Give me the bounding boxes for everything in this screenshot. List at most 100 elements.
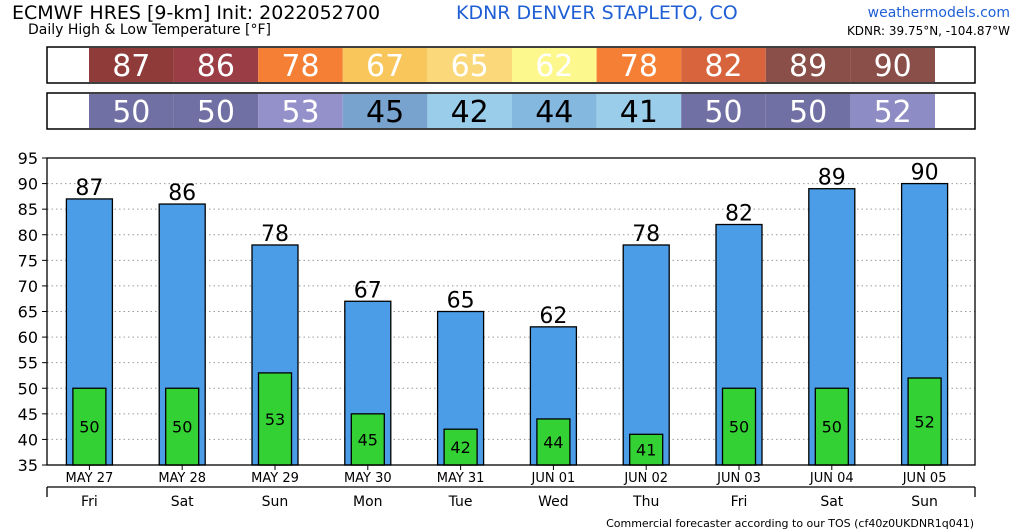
x-weekday-label: Fri	[731, 494, 748, 510]
high-bar-label: 67	[354, 278, 382, 303]
low-table-cell	[427, 94, 512, 128]
high-table-value: 62	[535, 49, 573, 84]
high-table-value: 90	[874, 49, 912, 84]
low-bar-label: 45	[358, 430, 378, 449]
y-tick-label: 55	[18, 354, 38, 373]
x-weekday-label: Wed	[538, 494, 569, 510]
high-bar-label: 78	[261, 222, 289, 247]
low-bar	[536, 418, 571, 466]
low-bar	[721, 387, 757, 466]
chart-subtitle: Daily High & Low Temperature [°F]	[28, 22, 271, 38]
low-table-value: 52	[874, 95, 912, 130]
y-tick-label: 85	[18, 200, 38, 219]
low-table-value: 42	[451, 95, 489, 130]
x-weekday-label: Sun	[911, 494, 938, 510]
low-bar-label: 53	[265, 410, 285, 429]
low-table-cell	[850, 94, 935, 128]
x-date-label: JUN 05	[902, 471, 947, 486]
low-table-cell	[765, 94, 851, 128]
y-tick-label: 60	[18, 328, 38, 347]
high-table-value: 78	[620, 49, 658, 84]
chart-title: ECMWF HRES [9-km] Init: 2022052700	[12, 2, 381, 24]
high-bar	[622, 244, 670, 466]
temperature-tables: 87 86 78 67 65 62 78 82 89 90 50 50 53 45 42 44 41 50 50 52	[46, 46, 976, 130]
x-weekday-label: Sat	[171, 494, 194, 510]
y-tick-label: 75	[18, 251, 38, 270]
low-table-cell	[342, 94, 428, 128]
x-date-label: JUN 01	[531, 471, 576, 486]
low-bar-label: 50	[822, 418, 842, 437]
high-table-cell	[512, 48, 597, 82]
low-bar-label: 50	[729, 418, 749, 437]
high-table-value: 86	[197, 49, 235, 84]
y-tick-label: 35	[18, 456, 38, 475]
low-table-value: 50	[789, 95, 827, 130]
high-bar-label: 87	[75, 176, 103, 201]
low-table-value: 41	[620, 95, 658, 130]
high-bar-label: 82	[725, 202, 753, 227]
high-bar-label: 89	[818, 166, 846, 191]
high-bar-label: 90	[911, 161, 939, 186]
high-table-cell	[173, 48, 259, 82]
y-tick-label: 95	[18, 149, 38, 168]
x-weekday-label: Fri	[81, 494, 98, 510]
low-bar	[165, 387, 200, 466]
high-bar-label: 62	[539, 304, 567, 329]
low-table-value: 50	[197, 95, 235, 130]
high-table-cell	[258, 48, 343, 82]
plot-frame	[46, 157, 976, 466]
y-tick-label: 80	[18, 226, 38, 245]
high-table-value: 87	[112, 49, 150, 84]
station-name: KDNR DENVER STAPLETO, CO	[456, 2, 738, 24]
high-table-value: 89	[789, 49, 827, 84]
low-table-cell	[89, 94, 174, 128]
x-date-label: MAY 29	[251, 471, 299, 486]
high-table-cell	[596, 48, 682, 82]
low-table-cell	[512, 94, 597, 128]
high-bar-label: 65	[447, 289, 475, 314]
x-date-label: JUN 04	[809, 471, 854, 486]
low-table-cell	[596, 94, 682, 128]
x-date-label: JUN 02	[623, 471, 668, 486]
low-table-value: 50	[112, 95, 150, 130]
low-bar-label: 44	[543, 433, 563, 452]
high-table-cell	[765, 48, 851, 82]
high-bar-label: 78	[632, 222, 660, 247]
high-table-cell	[681, 48, 766, 82]
footer-note: Commercial forecaster according to our T…	[606, 517, 974, 530]
high-table-cell	[427, 48, 512, 82]
high-table-cell	[342, 48, 428, 82]
low-table-value: 44	[535, 95, 573, 130]
x-date-label: MAY 28	[158, 471, 206, 486]
low-bar-label: 41	[636, 441, 656, 460]
low-bar-label: 50	[79, 418, 99, 437]
low-bar-label: 52	[914, 413, 934, 432]
low-bar-label: 50	[172, 418, 192, 437]
station-coordinates: KDNR: 39.75°N, -104.87°W	[846, 24, 1010, 38]
y-tick-label: 90	[18, 175, 38, 194]
x-weekday-label: Thu	[632, 494, 659, 510]
low-table-value: 50	[704, 95, 742, 130]
low-table-cell	[258, 94, 343, 128]
x-weekday-label: Sun	[262, 494, 289, 510]
high-table-value: 67	[366, 49, 404, 84]
low-table-cell	[173, 94, 259, 128]
high-bar-label: 86	[168, 181, 196, 206]
bar-plot: 35 40 45 50 55 60 65 70 75 80 85 90 95 87 86 78 67 65 62 78…	[18, 149, 976, 510]
x-date-label: MAY 30	[344, 471, 392, 486]
x-date-label: JUN 03	[716, 471, 761, 486]
brand-link[interactable]: weathermodels.com	[867, 5, 1010, 21]
low-table-value: 53	[281, 95, 319, 130]
y-tick-label: 65	[18, 303, 38, 322]
high-table-value: 78	[281, 49, 319, 84]
low-table-cell	[681, 94, 766, 128]
high-table-cell	[850, 48, 935, 82]
y-tick-label: 40	[18, 430, 38, 449]
low-bar-label: 42	[450, 438, 470, 457]
y-tick-label: 50	[18, 379, 38, 398]
y-tick-label: 70	[18, 277, 38, 296]
x-weekday-label: Tue	[448, 494, 473, 510]
high-table-cell	[89, 48, 174, 82]
high-table-value: 65	[451, 49, 489, 84]
